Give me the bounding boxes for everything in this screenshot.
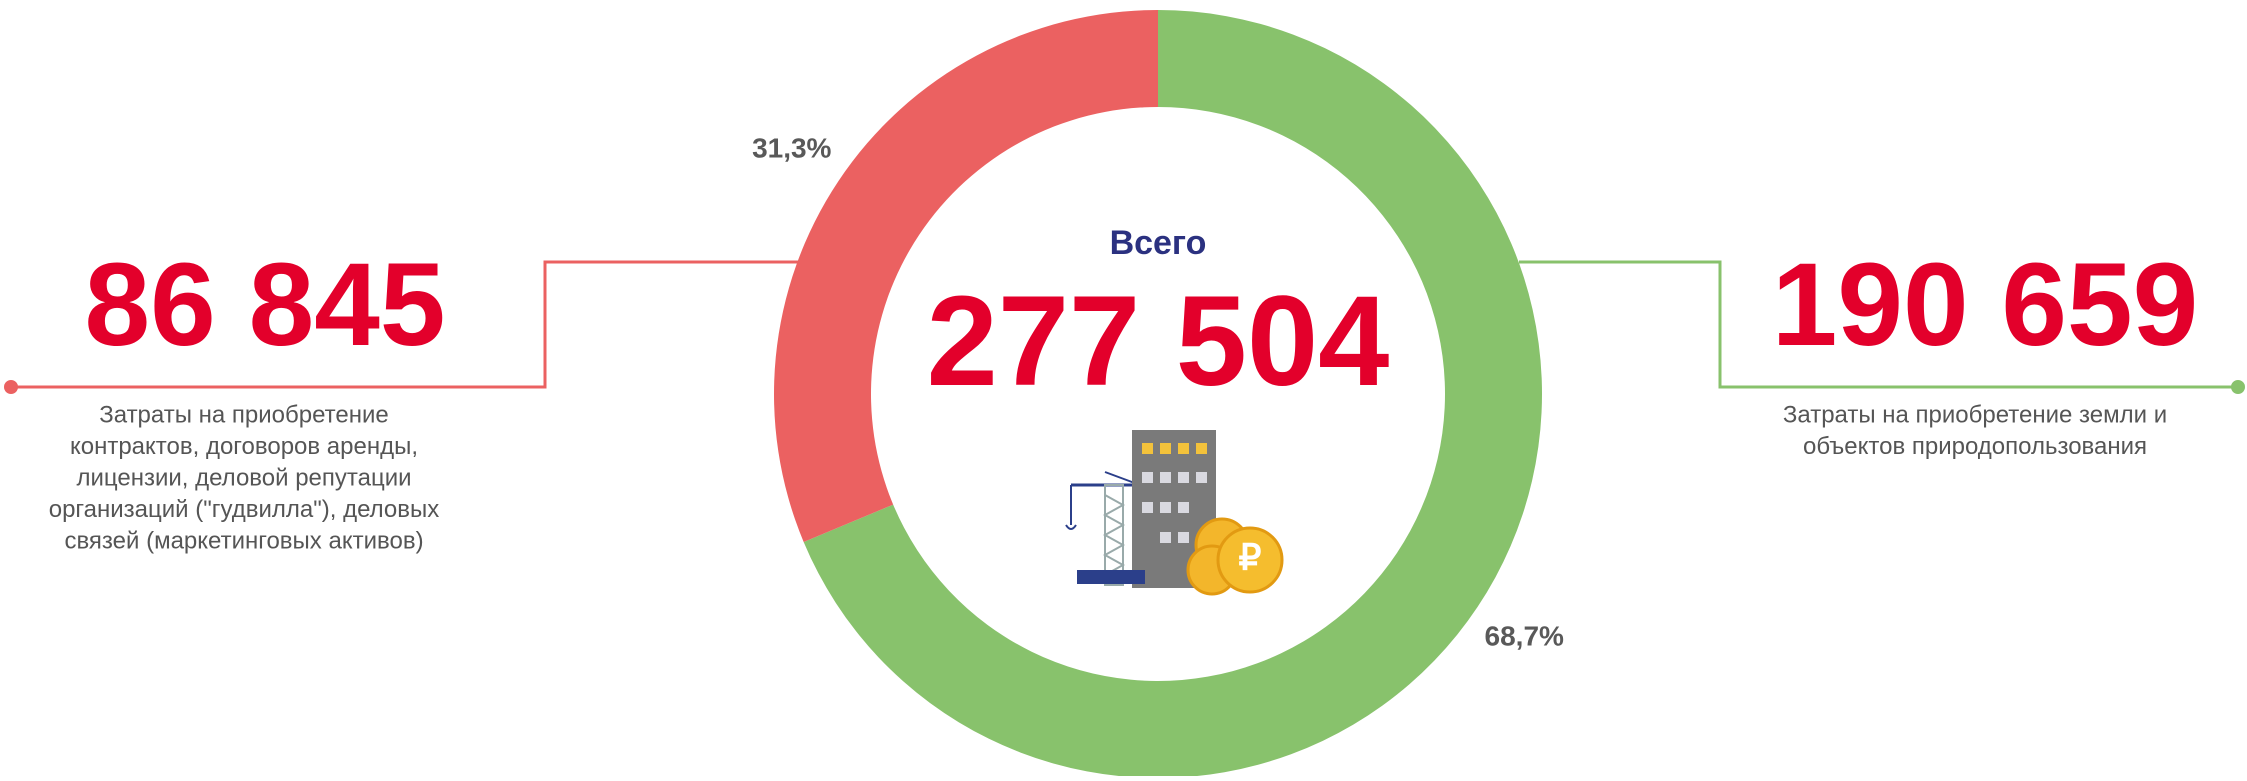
chart: ₽ 68,7% 31,3% Всего 277 504 86 845 Затраты на…	[0, 0, 2247, 776]
connector-dot	[2231, 380, 2245, 394]
building-icon: ₽	[1066, 430, 1282, 594]
share-label: 31,3%	[752, 133, 831, 164]
description-line: связей (маркетинговых активов)	[64, 527, 423, 554]
description-line: объектов природопользования	[1803, 433, 2147, 460]
total-title: Всего	[1110, 224, 1207, 262]
connector-dot	[4, 380, 18, 394]
description-line: лицензии, деловой репутации	[76, 464, 411, 491]
amount: 190 659	[1772, 239, 2199, 371]
share-label: 68,7%	[1485, 620, 1564, 651]
description-line: Затраты на приобретение земли и	[1783, 401, 2167, 428]
description-line: контрактов, договоров аренды,	[70, 433, 418, 460]
description-line: организаций ("гудвилла"), деловых	[49, 496, 440, 523]
svg-text:₽: ₽	[1239, 537, 1262, 578]
description-line: Затраты на приобретение	[99, 401, 388, 428]
page: {"chart_data": { "type": "donut", "total…	[0, 0, 2247, 776]
total-value: 277 504	[927, 270, 1390, 413]
amount: 86 845	[85, 239, 446, 371]
